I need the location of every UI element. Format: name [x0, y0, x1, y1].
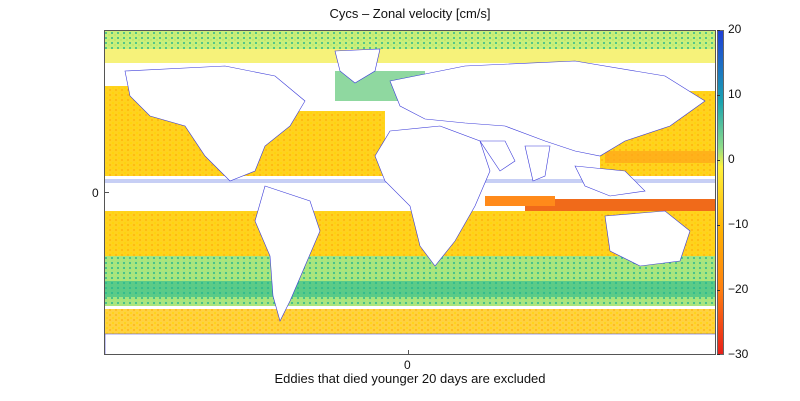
x-tick-mark [408, 350, 409, 355]
colorbar-tick-mark [717, 290, 720, 291]
colorbar-tick-mark [717, 30, 720, 31]
colorbar-tick-mark [717, 160, 720, 161]
colorbar-tick-mark [717, 354, 720, 355]
ocean-velocity-map [105, 31, 715, 354]
y-tick-label: 0 [92, 186, 99, 200]
north-atlantic-band [265, 71, 425, 176]
southern-ocean-band [105, 256, 715, 334]
landmasses [105, 48, 715, 354]
colorbar-tick-mark [717, 225, 720, 226]
x-tick-label: 0 [404, 358, 411, 372]
colorbar [717, 30, 724, 355]
colorbar-tick-label: 10 [728, 87, 742, 101]
colorbar-tick-label: −20 [728, 282, 749, 296]
colorbar-tick-label: 20 [728, 22, 742, 36]
y-tick-mark [104, 192, 109, 193]
colorbar-tick-label: 0 [728, 152, 735, 166]
map-plot-area [104, 30, 716, 355]
colorbar-tick-mark [717, 95, 720, 96]
x-axis-label: Eddies that died younger 20 days are exc… [274, 371, 546, 386]
colorbar-tick-label: −10 [728, 217, 749, 231]
north-high-latitude-band [105, 31, 715, 63]
map-title: Cycs – Zonal velocity [cm/s] [329, 6, 491, 21]
colorbar-tick-label: −30 [728, 347, 749, 361]
